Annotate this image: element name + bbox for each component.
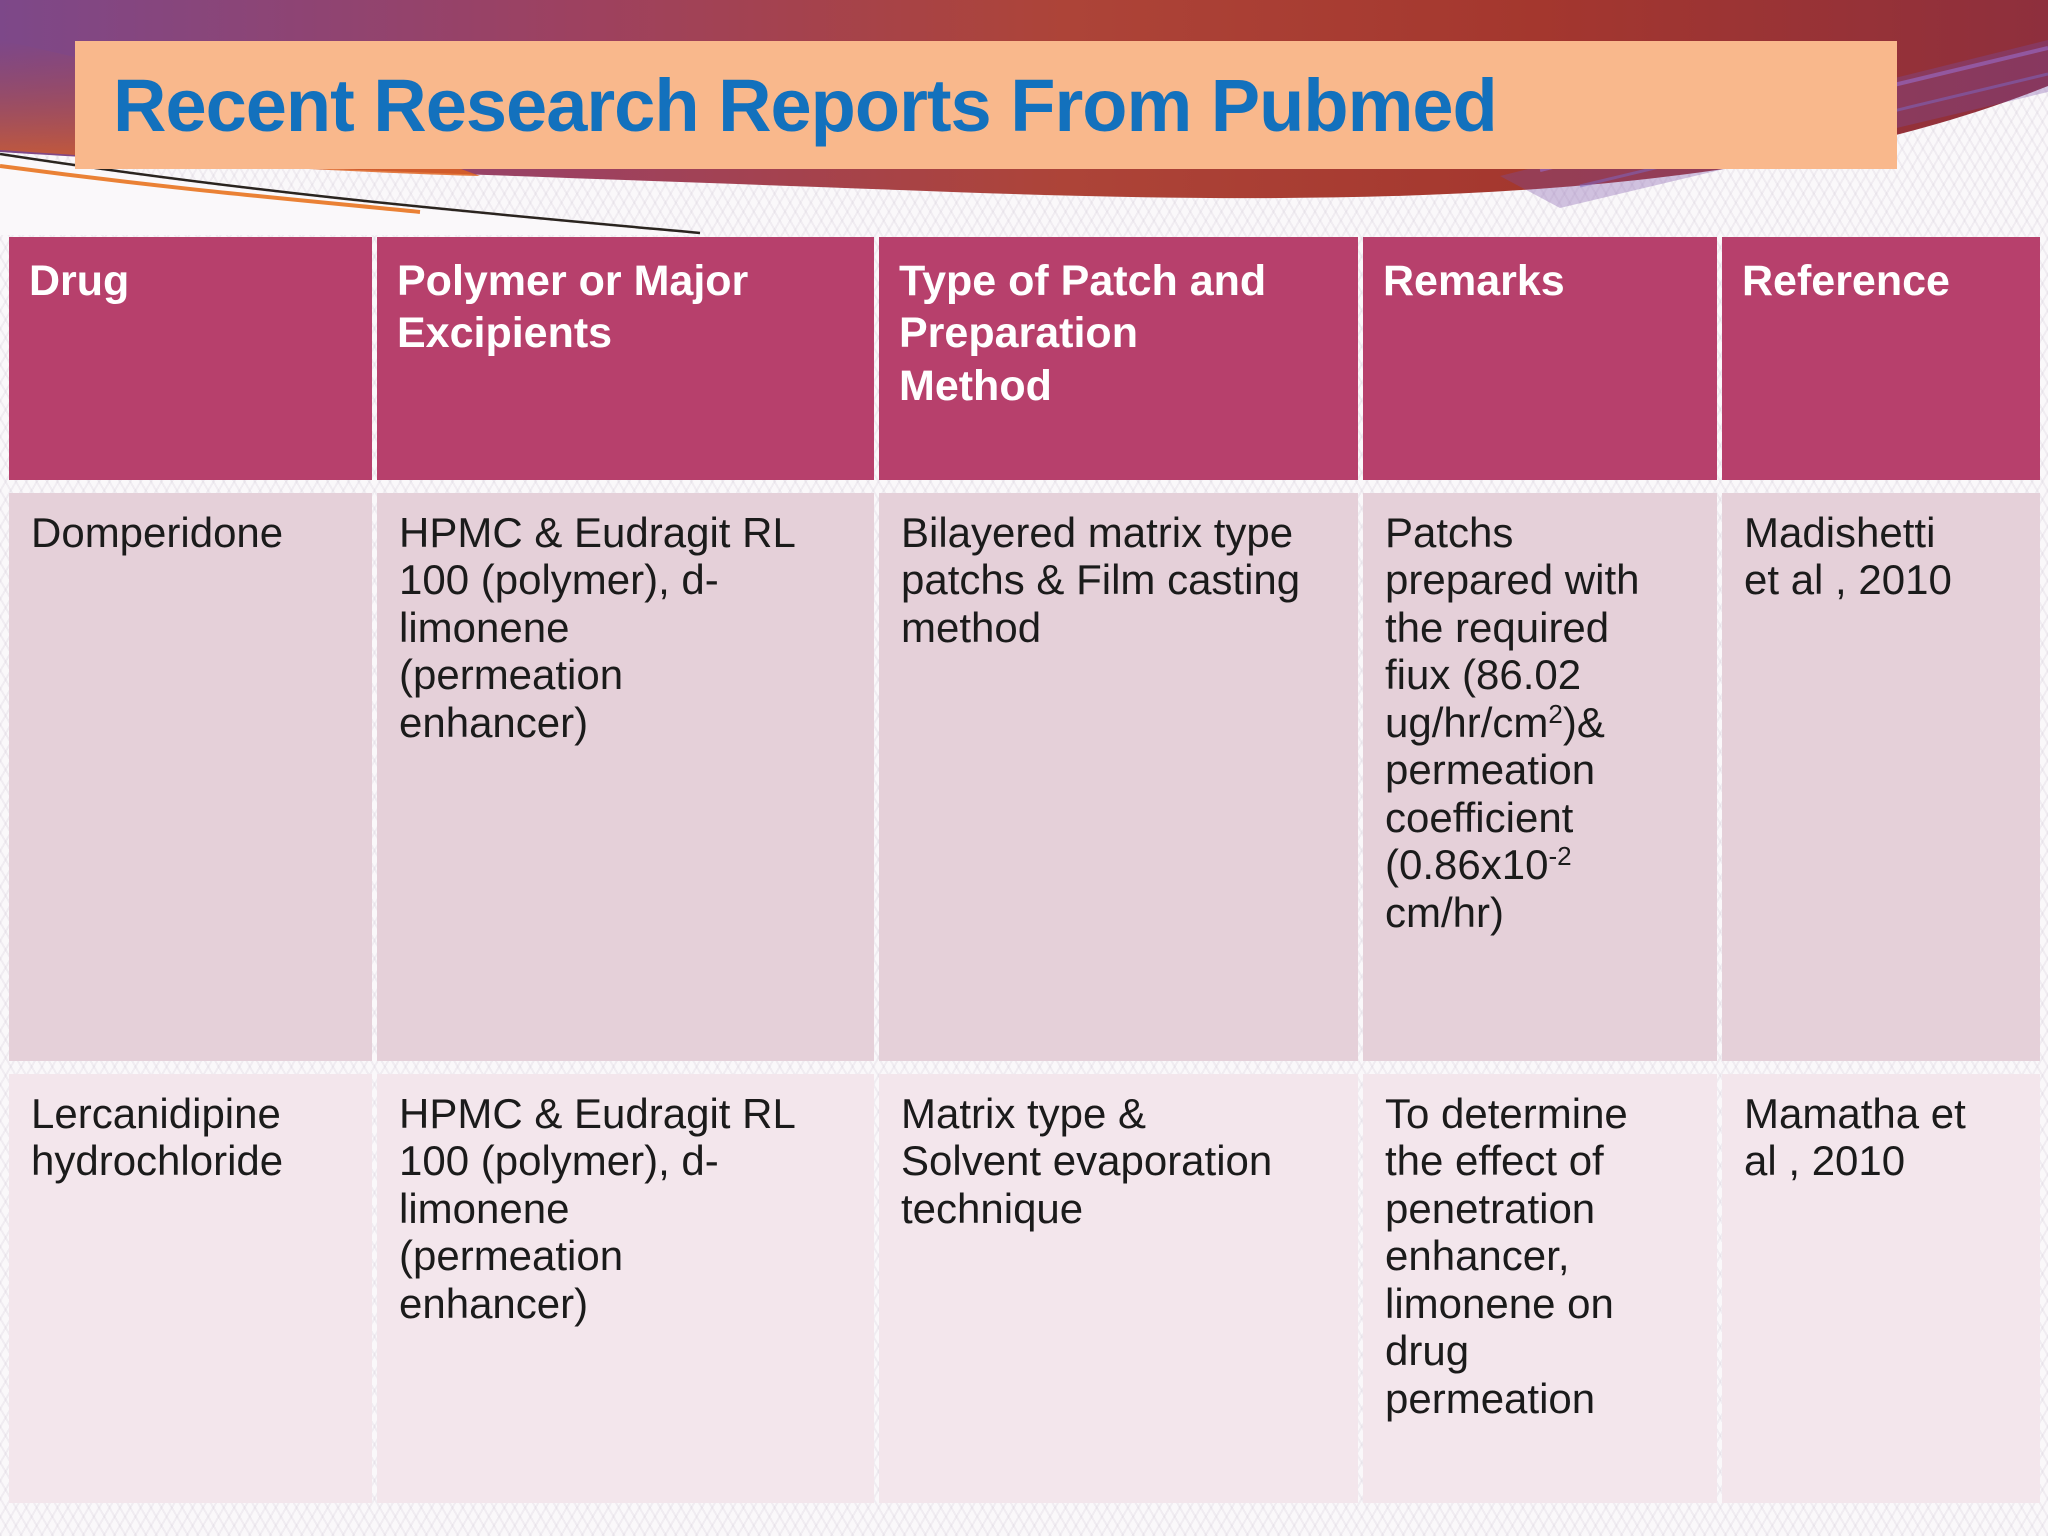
cell-patch-type-row1: Bilayered matrix type patchs & Film cast…	[879, 493, 1358, 1061]
cell-polymer-row2: HPMC & Eudragit RL 100 (polymer), d- lim…	[377, 1074, 874, 1503]
research-table: Drug Polymer or Major Excipients Type of…	[9, 237, 2040, 1503]
cell-drug-row2: Lercanidipine hydrochloride	[9, 1074, 372, 1503]
column-header-polymer: Polymer or Major Excipients	[377, 237, 874, 480]
remarks-text: Patchs prepared with the required fiux (…	[1385, 509, 1640, 746]
cell-remarks-row2: To determine the effect of penetration e…	[1363, 1074, 1717, 1503]
top-gradient-band: Recent Research Reports From Pubmed	[0, 0, 2048, 235]
remarks-text: To determine the effect of penetration e…	[1385, 1090, 1628, 1422]
superscript: 2	[1548, 698, 1563, 729]
cell-reference-row2: Mamatha et al , 2010	[1722, 1074, 2040, 1503]
cell-reference-row1: Madishetti et al , 2010	[1722, 493, 2040, 1061]
cell-patch-type-row2: Matrix type & Solvent evaporation techni…	[879, 1074, 1358, 1503]
column-header-reference: Reference	[1722, 237, 2040, 480]
column-header-patch-type: Type of Patch and Preparation Method	[879, 237, 1358, 480]
cell-remarks-row1: Patchs prepared with the required fiux (…	[1363, 493, 1717, 1061]
remarks-text: )& permeation coefficient (0.86x10	[1385, 698, 1605, 889]
remarks-text: cm/hr)	[1385, 888, 1504, 936]
column-header-remarks: Remarks	[1363, 237, 1717, 480]
superscript: -2	[1548, 841, 1572, 872]
cell-polymer-row1: HPMC & Eudragit RL 100 (polymer), d- lim…	[377, 493, 874, 1061]
column-header-drug: Drug	[9, 237, 372, 480]
title-banner: Recent Research Reports From Pubmed	[75, 41, 1897, 169]
slide-title: Recent Research Reports From Pubmed	[113, 63, 1498, 147]
cell-drug-row1: Domperidone	[9, 493, 372, 1061]
